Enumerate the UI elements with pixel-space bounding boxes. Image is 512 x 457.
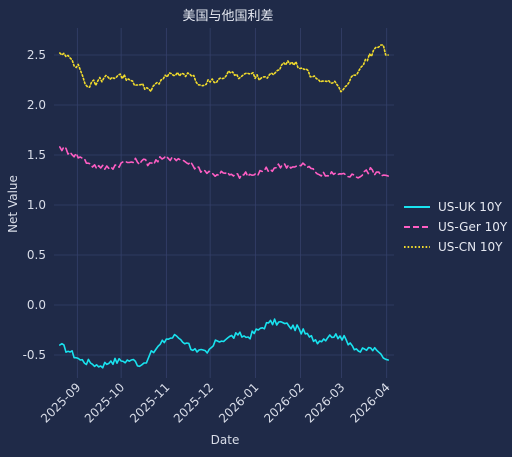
y-tick-label: 1.5 xyxy=(27,148,46,162)
y-tick-label: 1.0 xyxy=(27,198,46,212)
chart-title: 美国与他国利差 xyxy=(182,9,273,24)
x-tick-label: 2026-02 xyxy=(261,380,306,425)
legend-label: US-UK 10Y xyxy=(438,200,502,214)
x-tick-label: 2026-03 xyxy=(302,380,347,425)
x-axis-title: Date xyxy=(211,433,240,447)
y-tick-label: -0.5 xyxy=(23,348,46,362)
x-tick-label: 2025-09 xyxy=(38,380,83,425)
y-tick-label: 2.5 xyxy=(27,48,46,62)
x-tick-label: 2026-01 xyxy=(216,380,261,425)
y-tick-label: 0.5 xyxy=(27,248,46,262)
grid xyxy=(54,28,394,378)
legend-label: US-Ger 10Y xyxy=(438,220,508,234)
plot-area xyxy=(59,44,389,369)
y-tick-label: 0.0 xyxy=(27,298,46,312)
legend: US-UK 10Y US-Ger 10Y US-CN 10Y xyxy=(404,200,508,254)
y-axis: -0.5 0.0 0.5 1.0 1.5 2.0 2.5 xyxy=(23,48,46,362)
x-tick-label: 2025-11 xyxy=(127,380,172,425)
x-tick-label: 2025-12 xyxy=(171,380,216,425)
legend-label: US-CN 10Y xyxy=(438,240,503,254)
series-line xyxy=(59,44,389,93)
y-axis-title: Net Value xyxy=(6,175,20,233)
series-line xyxy=(59,145,389,179)
y-tick-label: 2.0 xyxy=(27,98,46,112)
x-tick-label: 2025-10 xyxy=(82,380,127,425)
series-line xyxy=(59,318,389,369)
x-tick-label: 2026-04 xyxy=(347,380,392,425)
